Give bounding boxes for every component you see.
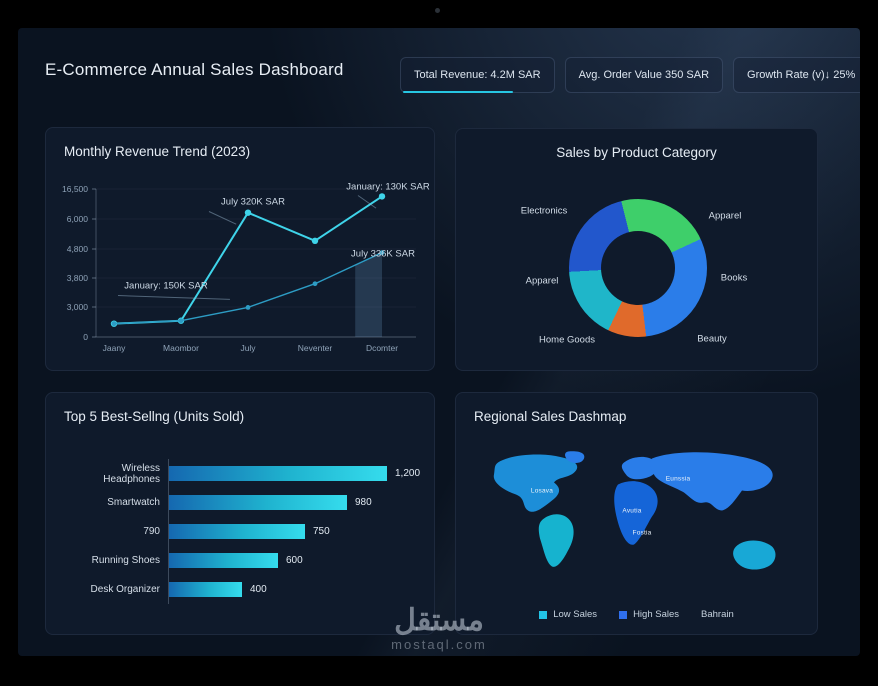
x-tick-label: Jaany bbox=[103, 343, 126, 353]
bar-track: 600 bbox=[168, 546, 422, 575]
bar-fill bbox=[169, 553, 278, 568]
stat-label: Avg. Order Value 350 SAR bbox=[578, 69, 710, 81]
donut-hole bbox=[601, 231, 675, 305]
revenue-line-chart: 0 3,000 3,800 4,800 6,000 16,500 Jaany Maombor J… bbox=[62, 184, 416, 353]
legend-item: High Sales bbox=[619, 609, 679, 620]
x-tick-label: Dcomter bbox=[366, 343, 398, 353]
bar-value-label: 750 bbox=[313, 526, 330, 537]
data-point bbox=[312, 281, 318, 287]
donut-category-label: Home Goods bbox=[539, 334, 595, 346]
bar-track: 980 bbox=[168, 488, 422, 517]
panel-sales-by-category: Sales by Product Category Electronics App… bbox=[455, 128, 818, 371]
bar-row: 790 750 bbox=[64, 517, 422, 546]
donut-category-label: Electronics bbox=[520, 205, 568, 217]
x-tick-label: Neventer bbox=[298, 343, 333, 353]
donut-category-label: Beauty bbox=[697, 333, 727, 345]
legend-item: Low Sales bbox=[539, 609, 597, 620]
world-map: Losava Eunssia Avutia Fostia bbox=[482, 449, 794, 587]
legend-swatch-icon bbox=[619, 610, 628, 619]
stat-label: Total Revenue: 4.2M SAR bbox=[414, 69, 541, 81]
continent-north-america bbox=[493, 454, 578, 512]
data-point bbox=[379, 250, 385, 256]
series-line bbox=[113, 251, 383, 325]
donut-category-label: Apparel bbox=[708, 210, 742, 222]
legend-label: Low Sales bbox=[553, 609, 598, 620]
data-point bbox=[311, 237, 319, 244]
legend-label: High Sales bbox=[633, 609, 680, 620]
data-point bbox=[378, 193, 386, 200]
y-tick-label: 16,500 bbox=[62, 184, 88, 194]
x-tick-label: Maombor bbox=[163, 343, 199, 353]
bar-fill bbox=[169, 495, 347, 510]
panel-title: Sales by Product Category bbox=[556, 145, 717, 160]
bar-value-label: 600 bbox=[286, 555, 303, 566]
bar-category-label: 790 bbox=[143, 526, 160, 537]
legend-swatch-icon bbox=[539, 610, 548, 619]
bar-row: Wireless Headphones 1,200 bbox=[64, 459, 422, 488]
bar-category-label: Wireless Headphones bbox=[103, 462, 160, 485]
panel-title: Monthly Revenue Trend (2023) bbox=[64, 144, 251, 159]
stats-bar: Total Revenue: 4.2M SAR Avg. Order Value… bbox=[400, 57, 860, 93]
stat-growth-rate[interactable]: Growth Rate (v)↓ 25% bbox=[733, 57, 860, 93]
data-point bbox=[111, 321, 117, 327]
bar-track: 750 bbox=[168, 517, 422, 546]
data-point bbox=[245, 305, 251, 310]
dashboard: E-Commerce Annual Sales Dashboard Total … bbox=[18, 28, 860, 656]
y-tick-label: 3,000 bbox=[67, 302, 89, 312]
bar-value-label: 1,200 bbox=[395, 468, 421, 479]
y-tick-label: 3,800 bbox=[67, 273, 89, 283]
legend-item: Bahrain bbox=[701, 609, 734, 620]
bar-chart: Wireless Headphones 1,200 Smartwatch 980 790… bbox=[64, 459, 422, 604]
data-point bbox=[178, 318, 184, 324]
panel-monthly-revenue-trend: Monthly Revenue Trend (2023) 0 3,000 3,800… bbox=[45, 127, 435, 371]
bar-fill bbox=[169, 524, 305, 539]
map-legend: Low Sales High Sales Bahrain bbox=[456, 609, 817, 620]
bar-row: Desk Organizer 400 bbox=[64, 575, 422, 604]
bar-row: Smartwatch 980 bbox=[64, 488, 422, 517]
continent-africa bbox=[614, 481, 658, 545]
page-title: E-Commerce Annual Sales Dashboard bbox=[45, 60, 344, 79]
y-tick-label: 4,800 bbox=[67, 244, 89, 254]
world-map-svg bbox=[493, 451, 776, 570]
bar-category-label: Smartwatch bbox=[107, 497, 160, 508]
continent-europe bbox=[621, 456, 658, 480]
shaded-area bbox=[355, 252, 382, 337]
bar-track: 400 bbox=[168, 575, 422, 604]
panel-title: Regional Sales Dashmap bbox=[474, 409, 627, 424]
panel-regional-sales-map: Regional Sales Dashmap Losava Eunssia Avut… bbox=[455, 392, 818, 635]
bar-fill bbox=[169, 466, 387, 481]
panel-top5-best-selling: Top 5 Best-Sellng (Units Sold) Wireless … bbox=[45, 392, 435, 635]
x-tick-label: July bbox=[240, 343, 256, 353]
continent-asia bbox=[649, 452, 773, 511]
stat-label: Growth Rate (v)↓ 25% bbox=[747, 69, 856, 81]
bar-category-label: Running Shoes bbox=[91, 555, 160, 566]
stat-total-revenue[interactable]: Total Revenue: 4.2M SAR bbox=[400, 57, 555, 93]
continent-south-america bbox=[538, 514, 574, 567]
camera-dot bbox=[435, 8, 440, 13]
donut-category-label: Apparel bbox=[525, 275, 559, 287]
category-donut-chart bbox=[569, 199, 707, 337]
panel-title: Top 5 Best-Sellng (Units Sold) bbox=[64, 409, 245, 424]
bar-category-label: Desk Organizer bbox=[90, 584, 160, 595]
island-greenland bbox=[565, 451, 585, 463]
continent-australia bbox=[733, 540, 776, 570]
y-tick-label: 0 bbox=[83, 332, 88, 342]
legend-label: Bahrain bbox=[701, 609, 734, 620]
bar-value-label: 980 bbox=[355, 497, 372, 508]
bar-fill bbox=[169, 582, 242, 597]
data-point bbox=[244, 209, 252, 216]
bar-track: 1,200 bbox=[168, 459, 422, 488]
bar-row: Running Shoes 600 bbox=[64, 546, 422, 575]
y-tick-label: 6,000 bbox=[67, 214, 89, 224]
bar-value-label: 400 bbox=[250, 584, 267, 595]
donut-category-label: Books bbox=[720, 272, 748, 284]
stat-avg-order-value[interactable]: Avg. Order Value 350 SAR bbox=[564, 57, 724, 93]
